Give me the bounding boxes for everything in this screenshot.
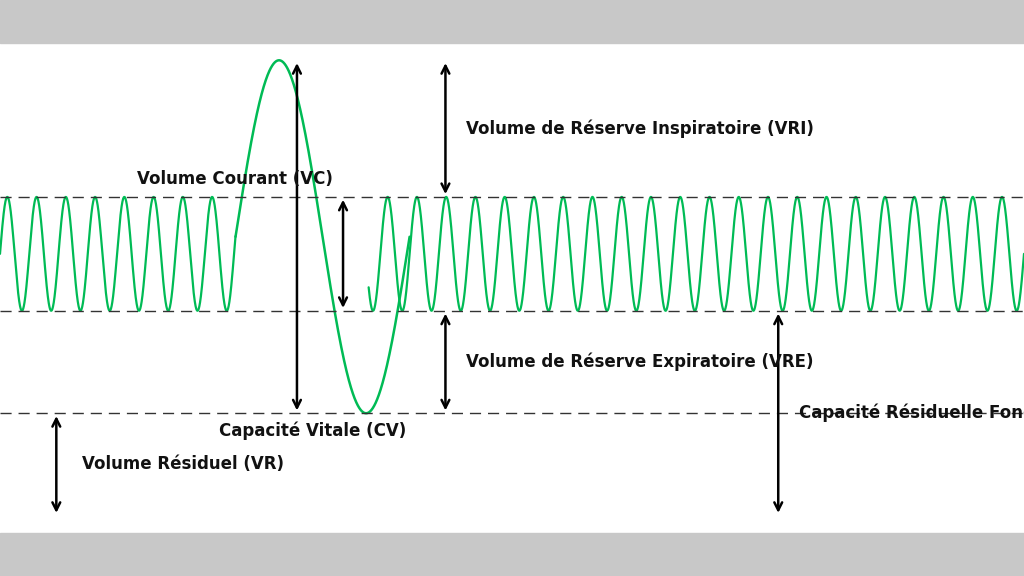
Text: www.okimydoc.com: www.okimydoc.com (863, 555, 1001, 569)
Text: Volume de Réserve Inspiratoire (VRI): Volume de Réserve Inspiratoire (VRI) (466, 119, 814, 138)
Text: Volume Courant (VC): Volume Courant (VC) (137, 170, 333, 188)
Text: Capacité Vitale (CV): Capacité Vitale (CV) (219, 422, 406, 440)
Text: Capacité Résiduelle Fonctionnelle (CRF): Capacité Résiduelle Fonctionnelle (CRF) (799, 404, 1024, 423)
Text: Volume de Réserve Expiratoire (VRE): Volume de Réserve Expiratoire (VRE) (466, 353, 813, 372)
Text: Volume Résiduel (VR): Volume Résiduel (VR) (82, 456, 284, 473)
